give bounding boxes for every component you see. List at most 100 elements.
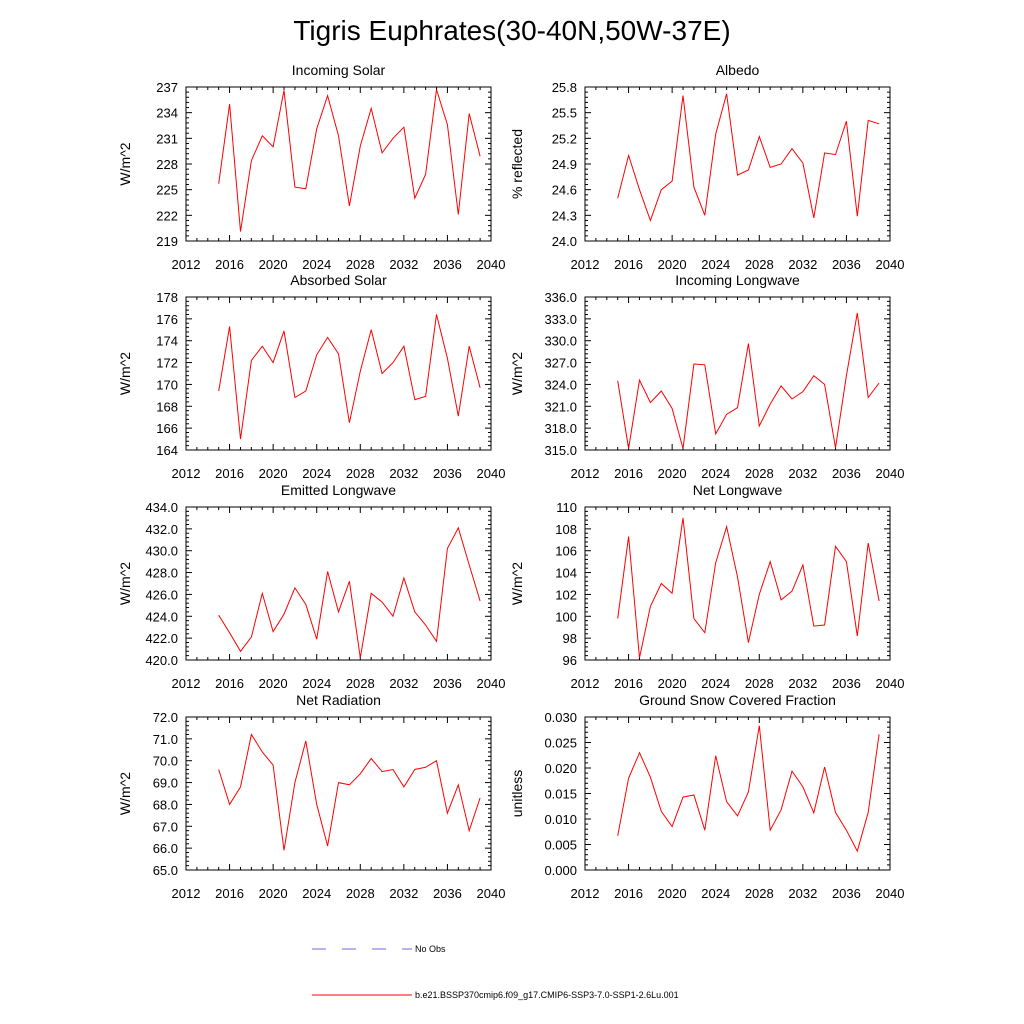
panel-title: Absorbed Solar	[290, 272, 387, 288]
plot-frame	[185, 716, 492, 871]
y-tick-label: 0.020	[544, 761, 577, 776]
x-tick-label: 2016	[215, 886, 244, 901]
x-tick-label: 2024	[302, 886, 331, 901]
x-tick-label: 2012	[571, 886, 600, 901]
panel-title: Net Longwave	[693, 482, 783, 498]
y-tick-label: 25.5	[552, 106, 577, 121]
x-tick-label: 2028	[346, 886, 375, 901]
panel-title: Emitted Longwave	[281, 482, 396, 498]
x-tick-label: 2028	[745, 257, 774, 272]
series-line	[218, 526, 481, 658]
y-axis-label: W/m^2	[117, 772, 133, 815]
x-tick-label: 2020	[259, 466, 288, 481]
y-tick-label: 67.0	[153, 819, 178, 834]
y-tick-label: 420.0	[145, 653, 178, 668]
plot-frame	[584, 716, 891, 871]
y-axis-label: W/m^2	[509, 352, 525, 395]
y-axis-label: % reflected	[509, 129, 525, 199]
x-tick-label: 2036	[433, 466, 462, 481]
y-tick-label: 234	[156, 106, 178, 121]
x-tick-label: 2024	[701, 466, 730, 481]
x-tick-label: 2024	[302, 676, 331, 691]
x-tick-label: 2040	[477, 257, 506, 272]
y-tick-label: 96	[563, 653, 577, 668]
x-tick-label: 2040	[477, 466, 506, 481]
y-axis-label: unitless	[509, 770, 525, 817]
y-tick-label: 104	[555, 566, 577, 581]
panel-7: Net Radiation W/m^2 2012 2016 2020 2024 2028 20…	[117, 692, 505, 901]
x-tick-label: 2012	[571, 257, 600, 272]
y-tick-label: 172	[156, 356, 178, 371]
panel-title: Ground Snow Covered Fraction	[639, 692, 836, 708]
x-tick-label: 2028	[346, 466, 375, 481]
y-tick-label: 174	[156, 334, 178, 349]
x-tick-label: 2036	[832, 886, 861, 901]
x-tick-label: 2016	[614, 886, 643, 901]
y-tick-label: 330.0	[544, 334, 577, 349]
x-tick-label: 2016	[614, 466, 643, 481]
x-tick-label: 2028	[346, 676, 375, 691]
y-tick-label: 327.0	[544, 356, 577, 371]
y-tick-label: 315.0	[544, 443, 577, 458]
x-tick-label: 2036	[433, 886, 462, 901]
y-tick-label: 178	[156, 290, 178, 305]
plot-frame	[584, 86, 891, 242]
x-tick-label: 2036	[832, 466, 861, 481]
x-tick-label: 2040	[876, 886, 905, 901]
y-tick-label: 0.010	[544, 812, 577, 827]
y-tick-label: 24.6	[552, 183, 577, 198]
y-tick-label: 225	[156, 183, 178, 198]
y-tick-label: 108	[555, 522, 577, 537]
x-tick-label: 2032	[788, 257, 817, 272]
series-line	[617, 725, 880, 853]
x-tick-label: 2036	[433, 676, 462, 691]
x-tick-label: 2036	[832, 257, 861, 272]
y-tick-label: 434.0	[145, 500, 178, 515]
x-tick-label: 2020	[259, 676, 288, 691]
x-tick-label: 2024	[302, 466, 331, 481]
x-tick-label: 2016	[215, 676, 244, 691]
series-line	[218, 314, 481, 440]
series-line	[218, 89, 481, 232]
x-tick-label: 2028	[745, 676, 774, 691]
y-axis-label: W/m^2	[117, 142, 133, 185]
y-tick-label: 24.0	[552, 234, 577, 249]
x-tick-label: 2024	[701, 676, 730, 691]
y-tick-label: 0.000	[544, 863, 577, 878]
x-tick-label: 2028	[745, 886, 774, 901]
x-tick-label: 2032	[389, 466, 418, 481]
y-axis-label: W/m^2	[117, 562, 133, 605]
x-tick-label: 2032	[389, 257, 418, 272]
x-tick-label: 2040	[876, 676, 905, 691]
y-tick-label: 219	[156, 234, 178, 249]
panel-4: Incoming Longwave W/m^2 2012 2016 2020 2024 20…	[509, 272, 904, 481]
x-tick-label: 2040	[876, 257, 905, 272]
y-tick-label: 422.0	[145, 631, 178, 646]
x-tick-label: 2036	[832, 676, 861, 691]
x-tick-label: 2040	[876, 466, 905, 481]
panel-title: Incoming Solar	[292, 62, 386, 78]
plot-frame	[584, 506, 891, 661]
y-tick-label: 0.015	[544, 787, 577, 802]
panel-5: Emitted Longwave W/m^2 2012 2016 2020 2024 202…	[117, 482, 505, 691]
figure-title: Tigris Euphrates(30-40N,50W-37E)	[293, 15, 730, 46]
y-tick-label: 424.0	[145, 609, 178, 624]
panel-3: Absorbed Solar W/m^2 2012 2016 2020 2024 2028 2…	[117, 272, 505, 481]
legend-obs-label: No Obs	[415, 944, 446, 954]
panel-title: Net Radiation	[296, 692, 381, 708]
y-tick-label: 68.0	[153, 797, 178, 812]
legend: No Obs b.e21.BSSP370cmip6.f09_g17.CMIP6-…	[312, 944, 679, 1000]
y-tick-label: 69.0	[153, 776, 178, 791]
y-tick-label: 321.0	[544, 399, 577, 414]
plot-frame	[185, 296, 492, 451]
y-tick-label: 222	[156, 208, 178, 223]
x-tick-label: 2024	[701, 886, 730, 901]
plot-frame	[584, 296, 891, 451]
x-tick-label: 2016	[614, 257, 643, 272]
y-tick-label: 426.0	[145, 587, 178, 602]
y-tick-label: 166	[156, 421, 178, 436]
x-tick-label: 2020	[259, 257, 288, 272]
x-tick-label: 2020	[658, 886, 687, 901]
y-tick-label: 164	[156, 443, 178, 458]
